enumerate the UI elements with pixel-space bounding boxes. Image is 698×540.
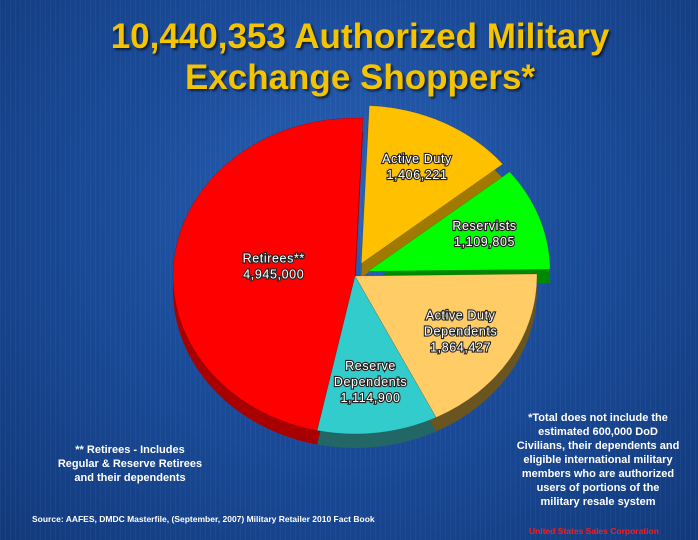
- total-footnote-line: members who are authorized: [521, 468, 675, 480]
- title-line-2: Exchange Shoppers*: [184, 58, 536, 97]
- source-citation: Source: AAFES, DMDC Masterfile, (Septemb…: [32, 514, 375, 524]
- retirees-footnote-line: Regular & Reserve Retirees: [57, 458, 203, 470]
- retirees-footnote: ** Retirees - Includes Regular & Reserve…: [30, 443, 230, 485]
- total-footnote: *Total does not include the estimated 60…: [505, 411, 691, 509]
- retirees-footnote-line: ** Retirees - Includes: [75, 444, 185, 456]
- slice-value-label: 1,114,900: [341, 391, 401, 405]
- total-footnote-line: *Total does not include the: [528, 412, 668, 424]
- total-footnote-line: users of portions of the: [536, 482, 660, 494]
- total-footnote-line: estimated 600,000 DoD: [538, 426, 658, 438]
- pie-slice: [361, 105, 504, 264]
- slice-value-label: 1,109,805: [454, 235, 515, 249]
- pie-slice: [367, 171, 551, 272]
- title-line-1: 10,440,353 Authorized Military: [110, 17, 610, 56]
- slice-value-label: 1,406,221: [387, 168, 448, 182]
- slice-category-label: Reserve: [345, 359, 396, 373]
- slice-value-label: 1,864,427: [430, 340, 491, 354]
- pie-label-layer: Retirees** 4,945,000 Active Duty 1,406,221 R…: [242, 151, 518, 406]
- pie-slice: [316, 275, 437, 435]
- slice-value-label: 4,945,000: [243, 267, 304, 281]
- retirees-footnote-line: and their dependents: [74, 472, 186, 484]
- slice-category-label: Dependents: [424, 324, 497, 338]
- pie-top-layer: [172, 105, 551, 435]
- total-footnote-line: military resale system: [540, 496, 656, 508]
- company-credit: United States Sales Corporation: [529, 526, 659, 536]
- slice-category-label: Active Duty: [426, 308, 496, 322]
- slice-category-label: Retirees**: [243, 251, 305, 265]
- pie-slice: [354, 273, 538, 418]
- total-footnote-line: Civilians, their dependents and: [516, 440, 680, 452]
- slice-category-label: Active Duty: [382, 152, 452, 166]
- pie-slice: [172, 117, 364, 431]
- slice-category-label: Reservists: [452, 219, 516, 233]
- page-title: 10,440,353 Authorized Military Exchange …: [40, 16, 680, 98]
- total-footnote-line: eligible international military: [523, 454, 673, 466]
- slice-category-label: Dependents: [334, 375, 407, 389]
